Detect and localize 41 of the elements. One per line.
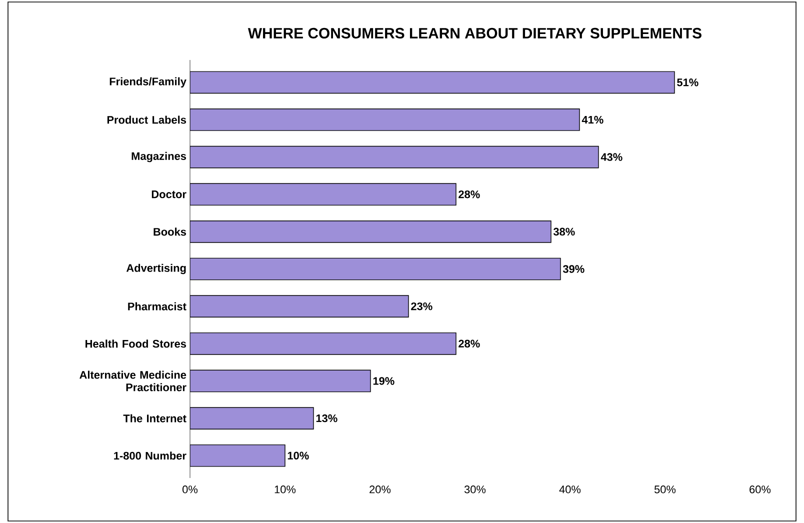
x-tick-label: 60% — [750, 486, 771, 494]
y-tick-label: Doctor — [152, 190, 186, 198]
bar — [190, 108, 580, 131]
data-label: 38% — [553, 228, 575, 236]
x-tick-label: 40% — [559, 486, 581, 494]
data-label: 39% — [562, 265, 584, 273]
bar — [190, 295, 409, 318]
data-label: 43% — [600, 153, 622, 161]
bar — [190, 183, 456, 206]
x-tick-label: 0% — [182, 486, 198, 494]
y-tick-label: The Internet — [123, 414, 186, 422]
y-tick-label: Friends/Family — [110, 77, 186, 88]
y-tick-label: Books — [154, 228, 186, 236]
x-tick-label: 20% — [370, 486, 391, 494]
data-label: 23% — [411, 302, 432, 310]
data-label: 19% — [373, 377, 394, 385]
y-tick-label: Advertising — [126, 264, 186, 274]
bar — [190, 407, 314, 430]
data-label: 10% — [288, 452, 309, 460]
chart-title: WHERE CONSUMERS LEARN ABOUT DIETARY SUPPLEMENTS — [248, 28, 702, 38]
y-tick-label: Pharmacist — [128, 302, 186, 310]
y-tick-label: Magazines — [132, 152, 186, 162]
y-tick-label: 1-800 Number — [114, 452, 186, 460]
data-label: 28% — [458, 190, 480, 198]
bar — [190, 332, 456, 355]
data-label: 28% — [458, 340, 480, 348]
bar — [190, 220, 552, 243]
data-label: 13% — [316, 414, 338, 422]
x-tick-label: 10% — [274, 486, 296, 494]
bar — [190, 258, 561, 280]
data-label: 51% — [677, 78, 698, 86]
y-tick-label: Product Labels — [107, 116, 186, 124]
bar — [190, 444, 286, 467]
data-label: 41% — [582, 116, 604, 124]
x-tick-label: 30% — [464, 486, 486, 494]
bar — [190, 71, 675, 94]
y-tick-label: Alternative Medicine Practitioner — [80, 370, 186, 392]
bar — [190, 370, 371, 392]
y-tick-label: Health Food Stores — [86, 340, 186, 348]
bar — [190, 146, 599, 168]
x-tick-label: 50% — [654, 486, 676, 494]
